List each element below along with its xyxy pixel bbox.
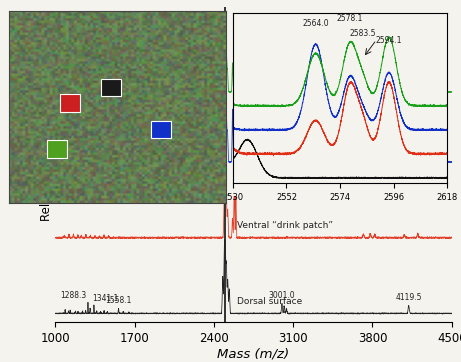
Text: 1288.3: 1288.3	[60, 291, 87, 300]
Bar	[151, 121, 171, 138]
Bar	[47, 140, 67, 157]
Text: Ventral “drink patch”: Ventral “drink patch”	[236, 221, 332, 230]
Text: Ventral foot webbing: Ventral foot webbing	[236, 76, 331, 84]
X-axis label: Mass (m/z): Mass (m/z)	[218, 348, 290, 361]
Text: Ventral gular skin: Ventral gular skin	[236, 146, 316, 155]
Text: 3001.0: 3001.0	[269, 291, 296, 300]
Bar	[101, 79, 121, 96]
Bar	[60, 94, 80, 111]
Text: Dorsal surface: Dorsal surface	[236, 297, 302, 306]
Text: 2594.1: 2594.1	[376, 36, 402, 45]
Text: 1558.1: 1558.1	[106, 296, 132, 305]
Text: 2578.1: 2578.1	[337, 14, 363, 23]
Text: 2583.5: 2583.5	[350, 29, 376, 38]
Y-axis label: Relative intensities: Relative intensities	[40, 108, 53, 221]
Text: 1341.1: 1341.1	[93, 294, 119, 303]
Text: 4119.5: 4119.5	[396, 293, 422, 302]
Text: 1428.2: 1428.2	[91, 126, 117, 135]
Text: 2564.0: 2564.0	[302, 19, 329, 28]
